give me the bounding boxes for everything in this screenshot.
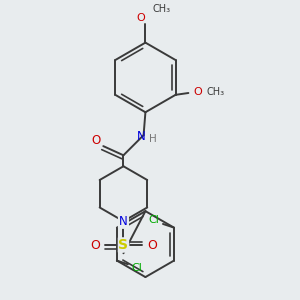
Text: N: N [119, 215, 128, 228]
Text: H: H [149, 134, 157, 144]
Text: S: S [118, 238, 128, 252]
Text: O: O [90, 238, 100, 251]
Text: O: O [136, 13, 145, 23]
Text: CH₃: CH₃ [207, 87, 225, 97]
Text: N: N [136, 130, 145, 142]
Text: Cl: Cl [148, 215, 159, 225]
Text: CH₃: CH₃ [153, 4, 171, 14]
Text: O: O [147, 238, 157, 251]
Text: O: O [194, 87, 203, 97]
Text: O: O [91, 134, 101, 147]
Text: Cl: Cl [132, 263, 142, 273]
